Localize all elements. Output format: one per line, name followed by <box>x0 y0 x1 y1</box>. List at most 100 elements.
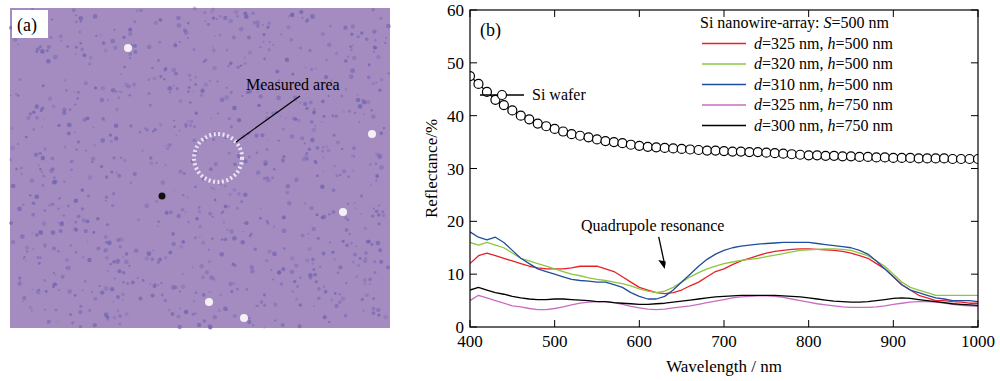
series-marker <box>745 148 754 157</box>
texture-speck <box>317 296 321 300</box>
texture-speck <box>194 76 197 79</box>
x-tick <box>808 320 809 327</box>
texture-speck <box>174 72 178 76</box>
texture-speck <box>349 233 351 235</box>
texture-speck <box>51 18 53 20</box>
texture-speck <box>204 59 207 62</box>
texture-speck <box>273 303 277 307</box>
texture-speck <box>208 249 210 251</box>
texture-speck <box>124 83 128 87</box>
texture-speck <box>59 197 61 199</box>
texture-speck <box>360 31 363 34</box>
texture-speck <box>218 309 221 312</box>
texture-speck <box>299 102 301 104</box>
texture-speck <box>101 86 105 90</box>
texture-speck <box>209 275 214 280</box>
texture-speck <box>232 236 237 241</box>
texture-speck <box>164 164 166 166</box>
texture-speck <box>361 298 365 302</box>
texture-speck <box>350 33 353 36</box>
texture-speck <box>110 171 113 174</box>
texture-speck <box>376 308 380 312</box>
series-marker <box>804 151 813 160</box>
texture-speck <box>30 178 35 183</box>
texture-speck <box>208 325 212 329</box>
legend-label: d=310 nm, h=500 nm <box>754 76 893 93</box>
texture-speck <box>113 316 117 320</box>
texture-speck <box>249 235 252 238</box>
texture-speck <box>201 275 205 279</box>
texture-speck <box>82 289 84 291</box>
texture-speck <box>280 116 282 118</box>
texture-speck <box>105 175 109 179</box>
texture-speck <box>110 287 115 292</box>
texture-speck <box>209 80 211 82</box>
texture-speck <box>185 211 187 213</box>
texture-speck <box>334 304 338 308</box>
texture-speck <box>195 112 198 115</box>
texture-speck <box>117 174 121 178</box>
texture-speck <box>159 18 163 22</box>
texture-speck <box>273 226 275 228</box>
texture-speck <box>323 315 327 319</box>
texture-speck <box>234 282 237 285</box>
texture-speck <box>376 241 381 246</box>
texture-speck <box>368 63 371 66</box>
texture-speck <box>193 91 195 93</box>
texture-speck <box>199 264 204 269</box>
y-tick <box>470 168 477 169</box>
texture-speck <box>356 98 361 103</box>
texture-speck <box>149 104 152 107</box>
series-marker <box>593 135 602 144</box>
y-tick-label: 0 <box>456 318 465 337</box>
texture-speck <box>178 325 182 329</box>
annotation-arrowhead <box>658 260 666 269</box>
texture-speck <box>315 162 318 165</box>
texture-speck <box>221 238 224 241</box>
texture-speck <box>366 100 371 105</box>
texture-speck <box>91 156 96 161</box>
measured-ring <box>194 134 242 182</box>
x-tick-label: 800 <box>796 332 822 351</box>
texture-speck <box>31 289 33 291</box>
texture-speck <box>379 260 383 264</box>
texture-speck <box>171 312 175 316</box>
texture-speck <box>338 265 342 269</box>
texture-speck <box>295 297 298 300</box>
texture-speck <box>188 73 192 77</box>
texture-speck <box>104 250 106 252</box>
texture-speck <box>248 317 250 319</box>
texture-speck <box>310 120 314 124</box>
series-marker <box>787 150 796 159</box>
texture-speck <box>112 156 115 159</box>
x-tick <box>724 320 725 327</box>
texture-speck <box>194 83 197 86</box>
texture-speck <box>155 162 157 164</box>
texture-speck <box>79 305 82 308</box>
texture-speck <box>69 313 72 316</box>
texture-speck <box>223 221 226 224</box>
texture-speck <box>111 88 116 93</box>
texture-speck <box>57 208 59 210</box>
texture-speck <box>42 84 45 87</box>
annotation-text: Measured area <box>246 76 340 93</box>
texture-speck <box>230 125 233 128</box>
texture-speck <box>77 91 80 94</box>
texture-speck <box>285 117 287 119</box>
texture-speck <box>273 168 275 170</box>
texture-speck <box>31 8 33 10</box>
series-marker <box>813 151 822 160</box>
texture-speck <box>350 242 353 245</box>
texture-speck <box>167 86 172 91</box>
texture-speck <box>322 252 326 256</box>
texture-speck <box>169 91 171 93</box>
texture-speck <box>168 251 172 255</box>
texture-speck <box>369 163 372 166</box>
texture-speck <box>149 283 151 285</box>
texture-speck <box>321 32 325 36</box>
texture-speck <box>372 297 375 300</box>
texture-speck <box>323 157 325 159</box>
x-tick-label: 600 <box>627 332 653 351</box>
texture-speck <box>114 29 116 31</box>
texture-speck <box>212 216 214 218</box>
